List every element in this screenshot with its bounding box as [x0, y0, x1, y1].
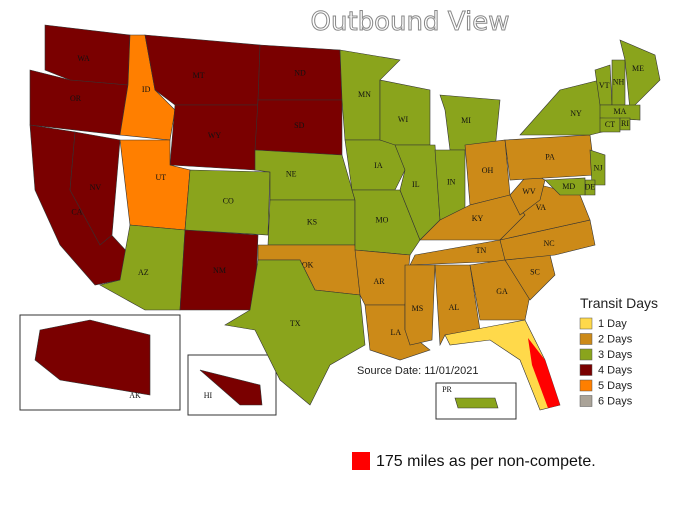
state-label: AR	[373, 277, 385, 286]
state	[519, 79, 611, 136]
state-label: AZ	[138, 268, 149, 277]
state-label: KY	[472, 214, 484, 223]
state-label: NC	[543, 239, 554, 248]
non-compete-area	[528, 338, 560, 408]
state	[454, 397, 499, 409]
legend-label: 1 Day	[598, 318, 627, 330]
state-label: VT	[599, 81, 610, 90]
state	[69, 131, 121, 246]
legend-swatch	[579, 333, 593, 345]
state	[544, 177, 586, 196]
states: WA OR CA NV ID MT WY UT CO AZ NM ND SD NE KS OK TX MN IA MO…	[29, 24, 661, 411]
state	[404, 264, 436, 346]
state-label: PR	[442, 385, 452, 394]
state-label: HI	[204, 391, 213, 400]
state-label: MD	[562, 182, 575, 191]
state-label: AL	[449, 303, 460, 312]
state-label: NV	[90, 183, 102, 192]
legend-swatch	[579, 395, 593, 407]
state-label: IN	[447, 177, 456, 186]
map-title: Outbound View	[311, 7, 510, 37]
legend-swatch	[579, 317, 593, 330]
state-label: NY	[570, 109, 582, 118]
state	[199, 369, 263, 406]
state-label: SD	[294, 121, 304, 130]
state-label: NM	[213, 266, 226, 275]
note-swatch	[352, 452, 370, 470]
state-label: WV	[522, 187, 536, 196]
state-label: RI	[621, 119, 629, 128]
state-label: ND	[294, 69, 306, 78]
legend: 1 Day 2 Days 3 Days 4 Days 5 Days 6 Days	[579, 317, 633, 408]
legend-swatch	[579, 348, 593, 361]
state-label: ID	[142, 85, 151, 94]
state	[184, 169, 271, 236]
state-label: LA	[390, 328, 401, 337]
state-label: IL	[412, 180, 420, 189]
legend-title: Transit Days	[580, 295, 658, 311]
state-label: IA	[374, 161, 383, 170]
legend-label: 5 Days	[598, 380, 633, 392]
legend-swatch	[579, 364, 593, 376]
state-label: OK	[302, 261, 314, 270]
note-text: 175 miles as per non-compete.	[376, 453, 596, 470]
legend-label: 4 Days	[598, 365, 633, 377]
state-label: MT	[193, 71, 205, 80]
state-label: MS	[412, 304, 424, 313]
state	[34, 319, 151, 396]
state	[224, 259, 366, 406]
state-label: MA	[614, 107, 627, 116]
state-label: WY	[208, 131, 222, 140]
state	[619, 39, 661, 111]
state	[589, 149, 606, 186]
state-label: WA	[77, 54, 90, 63]
state-label: PA	[545, 152, 555, 161]
state	[379, 79, 431, 146]
state-label: GA	[496, 287, 508, 296]
state-label: MI	[461, 116, 471, 125]
state-label: TN	[476, 246, 487, 255]
state-label: CO	[223, 197, 234, 206]
legend-label: 3 Days	[598, 349, 633, 361]
state-label: KS	[307, 217, 317, 226]
state-label: TX	[290, 319, 301, 328]
state-label: AK	[129, 391, 141, 400]
legend-swatch	[579, 379, 593, 392]
state-label: SC	[530, 267, 540, 276]
state-label: NH	[613, 77, 625, 86]
state-label: CT	[605, 120, 615, 129]
state-label: WI	[398, 115, 409, 124]
state-label: MO	[376, 216, 389, 225]
state	[599, 117, 621, 133]
state	[599, 104, 641, 121]
state-label: OH	[482, 166, 494, 175]
state-label: MN	[358, 90, 371, 99]
state-label: OR	[70, 94, 82, 103]
state	[619, 117, 631, 131]
state-label: VA	[536, 203, 547, 212]
source-date: Source Date: 11/01/2021	[357, 365, 479, 377]
legend-label: 6 Days	[598, 396, 633, 408]
state-label: DE	[585, 182, 596, 191]
state-label: CA	[71, 208, 82, 217]
state-label: NE	[286, 169, 297, 178]
state	[254, 149, 356, 201]
state-label: ME	[632, 64, 644, 73]
state-label: NJ	[594, 164, 603, 173]
state-label: UT	[155, 173, 166, 182]
legend-label: 2 Days	[598, 334, 633, 346]
